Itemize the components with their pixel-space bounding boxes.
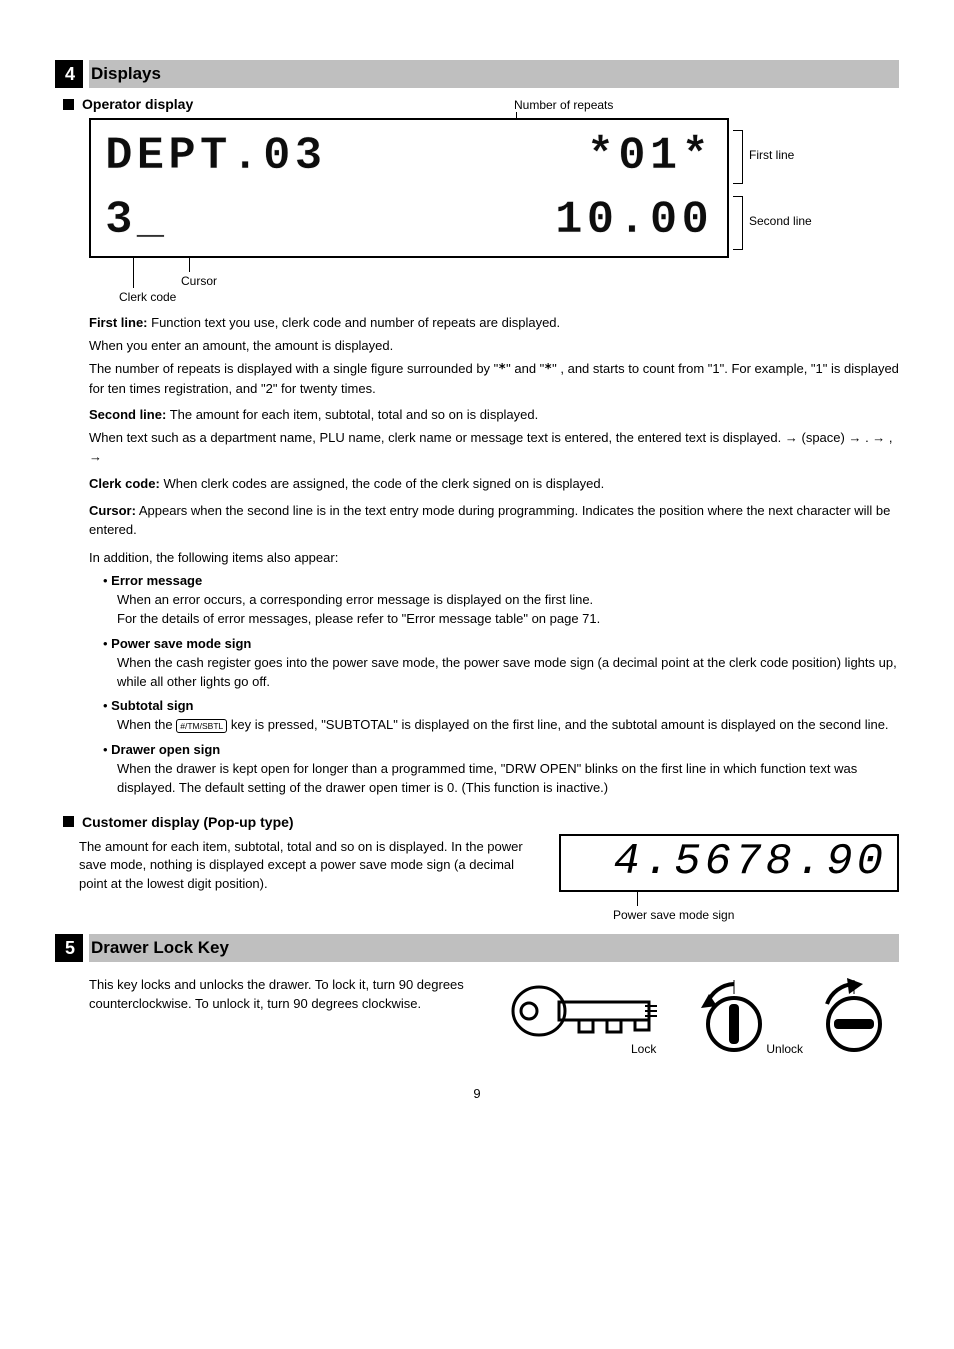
section-title: Displays xyxy=(91,64,161,84)
section-header-lock: 5 Drawer Lock Key xyxy=(55,934,899,962)
qty-label: Number of repeats xyxy=(514,98,613,112)
error-msg-1: When an error occurs, a corresponding er… xyxy=(117,591,899,610)
display-line2-right: 10.00 xyxy=(555,197,713,243)
lock-text: This key locks and unlocks the drawer. T… xyxy=(55,976,479,1056)
display-line2-left: 3_ xyxy=(105,197,168,243)
subtotal-text-a: When the xyxy=(117,717,176,732)
customer-text: The amount for each item, subtotal, tota… xyxy=(79,834,539,895)
section-number: 5 xyxy=(65,938,75,959)
section-header-displays: 4 Displays xyxy=(55,60,899,88)
section-title-bar: 4 Displays xyxy=(89,60,899,88)
first-line-label: First line: xyxy=(89,315,148,330)
first-line-text: Function text you use, clerk code and nu… xyxy=(151,315,560,330)
customer-display: 4.5678.90 xyxy=(559,834,899,892)
repeats-text-a: The number of repeats is displayed with … xyxy=(89,361,494,376)
repeats-text-b: and xyxy=(514,361,539,376)
bracket-line2 xyxy=(733,196,743,250)
cursor-tick xyxy=(189,258,190,272)
powersave-text: When the cash register goes into the pow… xyxy=(117,654,899,692)
display-line1-right: *01* xyxy=(587,133,713,179)
subsection-title: Operator display xyxy=(82,96,193,112)
clerk-label: Clerk code xyxy=(119,290,176,304)
keycap-sbtl: #/TM/SBTL xyxy=(176,719,227,733)
subtotal-head: Subtotal sign xyxy=(111,698,193,713)
operator-display-description: First line: Function text you use, clerk… xyxy=(89,314,899,798)
clerk-code-label: Clerk code: xyxy=(89,476,160,491)
drawer-open-text: When the drawer is kept open for longer … xyxy=(117,760,899,798)
bracket-label-1: First line xyxy=(749,148,794,162)
second-line-text2: When text such as a department name, PLU… xyxy=(89,430,781,445)
display-line1-left: DEPT.03 xyxy=(105,133,326,179)
customer-label: Power save mode sign xyxy=(613,908,734,922)
powersave-head: Power save mode sign xyxy=(111,636,251,651)
unlock-label: Unlock xyxy=(766,1042,803,1056)
subsection-customer-display: Customer display (Pop-up type) xyxy=(63,814,899,830)
customer-title: Customer display (Pop-up type) xyxy=(82,814,294,830)
customer-tick xyxy=(637,892,638,906)
subtotal-text-b: key is pressed, "SUBTOTAL" is displayed … xyxy=(231,717,889,732)
asterisk-2: * xyxy=(544,362,552,377)
clerk-tick xyxy=(133,258,134,288)
second-line-label: Second line: xyxy=(89,407,166,422)
error-msg-head: Error message xyxy=(111,573,202,588)
arrow-icon: → xyxy=(89,449,102,464)
subsection-operator-display: Operator display xyxy=(63,96,899,112)
section-title-bar: 5 Drawer Lock Key xyxy=(89,934,899,962)
clerk-code-text: When clerk codes are assigned, the code … xyxy=(163,476,604,491)
key-icon xyxy=(509,976,659,1046)
lock-label: Lock xyxy=(631,1042,656,1056)
section-number: 4 xyxy=(65,64,75,85)
arrow-icon: → xyxy=(872,430,885,445)
operator-display: DEPT.03 *01* 3_ 10.00 xyxy=(89,118,729,258)
page-number: 9 xyxy=(55,1086,899,1101)
bracket-line1 xyxy=(733,130,743,184)
bullet-square xyxy=(63,816,74,827)
cursor-term-label: Cursor: xyxy=(89,503,136,518)
customer-display-figure: 4.5678.90 Power save mode sign xyxy=(559,834,899,892)
cursor-label: Cursor xyxy=(181,274,217,288)
bracket-label-2: Second line xyxy=(749,214,812,228)
arrow-icon: → xyxy=(848,430,861,445)
second-line-text: The amount for each item, subtotal, tota… xyxy=(170,407,539,422)
bullet-square xyxy=(63,99,74,110)
addition-intro: In addition, the following items also ap… xyxy=(89,549,899,568)
cursor-text: Appears when the second line is in the t… xyxy=(89,503,890,537)
section-title-2: Drawer Lock Key xyxy=(91,938,229,958)
operator-display-figure: Number of repeats DEPT.03 *01* 3_ 10.00 … xyxy=(89,118,729,304)
first-line-text2: When you enter an amount, the amount is … xyxy=(89,337,899,356)
error-msg-2: For the details of error messages, pleas… xyxy=(117,610,899,629)
arrow-icon: → xyxy=(785,430,798,445)
asterisk-1: * xyxy=(498,362,506,377)
drawer-open-head: Drawer open sign xyxy=(111,742,220,757)
unlock-icon xyxy=(809,976,899,1056)
